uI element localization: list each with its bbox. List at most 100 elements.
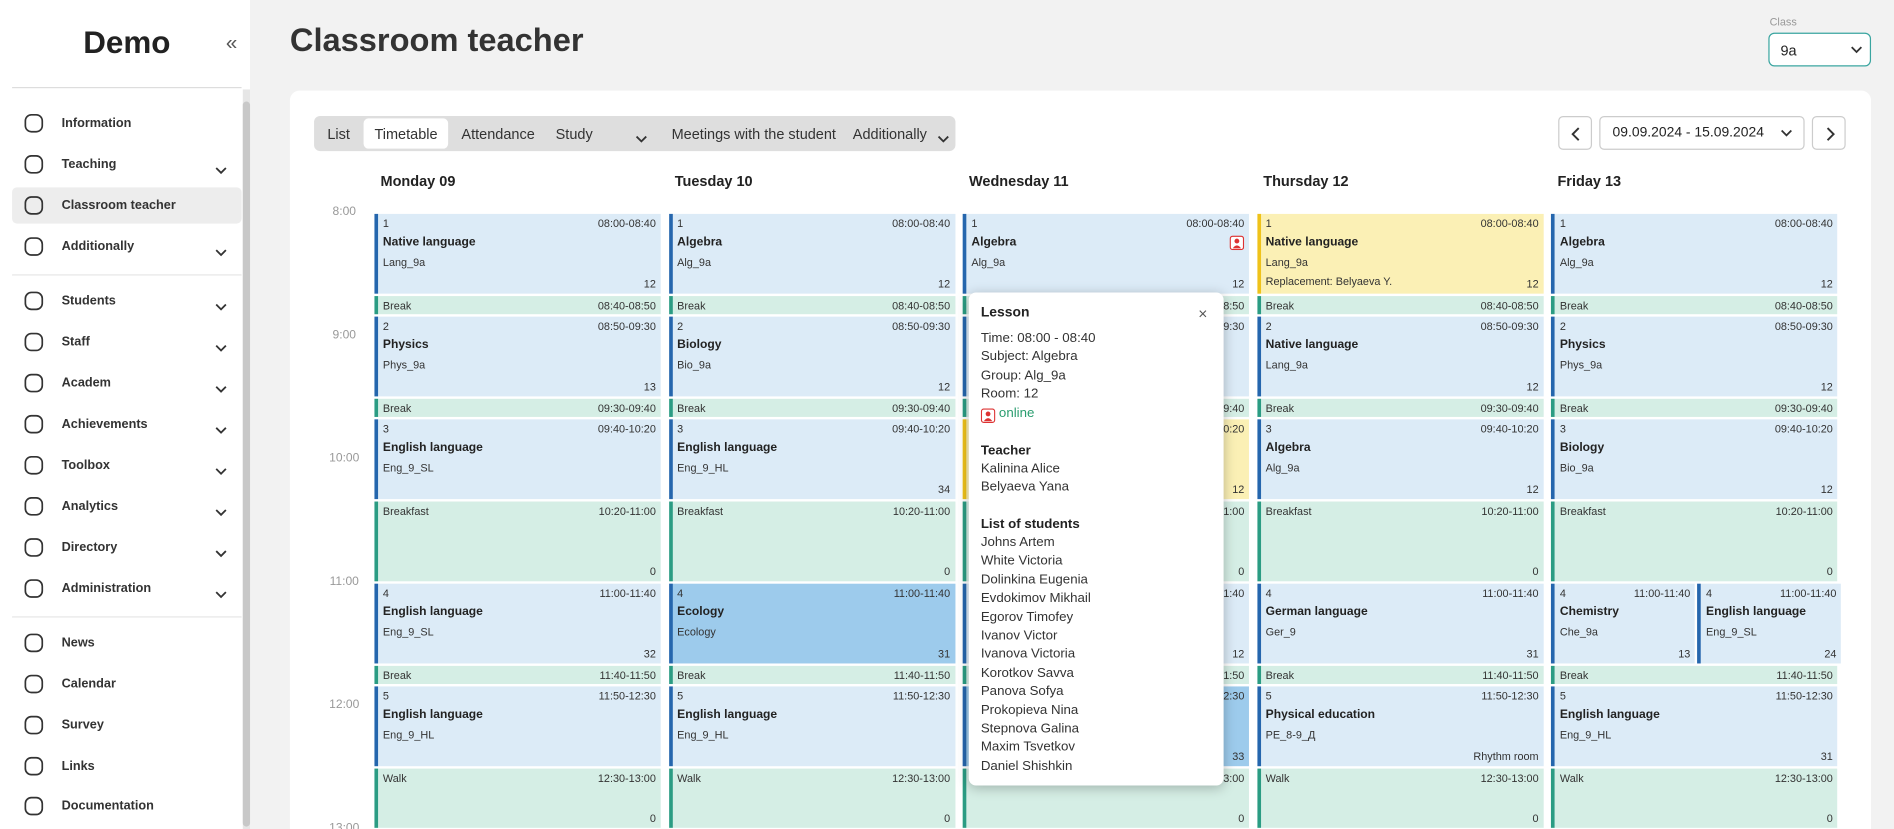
break-slot[interactable]: Break 08:40-08:50	[1257, 296, 1544, 315]
break-slot[interactable]: Break 11:40-11:50	[668, 665, 955, 685]
next-week[interactable]	[1811, 116, 1846, 150]
break-slot[interactable]: Breakfast 10:20-11:00 0	[1257, 501, 1544, 582]
tab-label: Timetable	[374, 125, 438, 143]
lesson-slot[interactable]: 4 11:00-11:40 Chemistry Che_9a 13	[1551, 583, 1696, 664]
lesson-slot[interactable]: 5 11:50-12:30 English language Eng_9_HL	[668, 686, 955, 767]
tab-bar: List Timetable Attendance Study Meetings wit…	[314, 116, 956, 152]
menu-item[interactable]: Students	[12, 283, 242, 319]
menu-item[interactable]: Toolbox	[12, 447, 242, 483]
menu-icon	[23, 755, 45, 777]
lesson-number: 5	[677, 690, 684, 703]
lesson-slot[interactable]: 2 08:50-09:30 Native language Lang_9a 12	[1257, 316, 1544, 397]
lesson-slot[interactable]: 3 09:40-10:20 Algebra Alg_9a 12	[1257, 419, 1544, 500]
chevron-icon	[215, 543, 227, 558]
lesson-slot[interactable]: 1 08:00-08:40 Native language Lang_9a Replac…	[1257, 213, 1544, 294]
menu-item[interactable]: Information	[12, 105, 242, 141]
sidebar	[0, 0, 251, 829]
lesson-slot[interactable]: 4 11:00-11:40 Ecology Ecology 31	[668, 583, 955, 664]
break-slot[interactable]: Breakfast 10:20-11:00 0	[1551, 501, 1838, 582]
break-slot[interactable]: Break 11:40-11:50	[374, 665, 661, 685]
slot-label: Breakfast	[1265, 505, 1312, 518]
menu-item[interactable]: News	[12, 625, 242, 661]
break-slot[interactable]: Breakfast 10:20-11:00 0	[668, 501, 955, 582]
room: 12	[643, 277, 656, 291]
slot-time: 10:20-11:00	[598, 505, 656, 518]
lesson-slot[interactable]: 5 11:50-12:30 English language Eng_9_HL 31	[1551, 686, 1838, 767]
lesson-slot[interactable]: 4 11:00-11:40 German language Ger_9 31	[1257, 583, 1544, 664]
menu-item[interactable]: Staff	[12, 324, 242, 360]
lesson-slot[interactable]: 3 09:40-10:20 English language Eng_9_SL	[374, 419, 661, 500]
slot-label: Walk	[1265, 772, 1290, 785]
slot-time: 09:40-10:20	[1480, 422, 1539, 436]
lesson-slot[interactable]: 4 11:00-11:40 English language Eng_9_SL 24	[1697, 583, 1842, 664]
menu-item[interactable]: Documentation	[12, 788, 242, 824]
prev-week[interactable]	[1558, 116, 1593, 150]
menu-item[interactable]: Administration	[12, 570, 242, 606]
date-range-select[interactable]: 09.09.2024 - 15.09.2024	[1599, 116, 1805, 150]
break-slot[interactable]: Break 08:40-08:50	[668, 296, 955, 315]
online-icon	[1229, 234, 1245, 251]
brand: Demo	[83, 24, 171, 61]
collapse-button[interactable]: «	[225, 31, 238, 55]
menu-item[interactable]: Classroom teacher	[12, 187, 242, 224]
room: 31	[938, 647, 951, 660]
break-slot[interactable]: Break 09:30-09:40	[1551, 398, 1838, 417]
lesson-slot[interactable]: 4 11:00-11:40 English language Eng_9_SL 32	[374, 583, 661, 664]
arrow-left	[1571, 127, 1580, 141]
popup-close[interactable]: ×	[1198, 304, 1208, 323]
break-slot[interactable]: Walk 12:30-13:00 0	[668, 768, 955, 828]
break-slot[interactable]: Break 11:40-11:50	[1551, 665, 1838, 685]
popup-text: Egorov Timofey	[980, 609, 1074, 625]
popup-text: Belyaeva Yana	[980, 480, 1069, 495]
menu-item[interactable]: Academ	[12, 365, 242, 401]
lesson-slot[interactable]: 5 11:50-12:30 Physical education PE_8-9_Д Rh…	[1257, 686, 1544, 767]
popup-title: Lesson	[980, 305, 1030, 321]
lesson-slot[interactable]: 1 08:00-08:40 Algebra Alg_9a 12	[962, 213, 1250, 294]
menu-label: News	[61, 635, 95, 651]
popup-text: Dolinkina Eugenia	[980, 572, 1088, 588]
room: 33	[1232, 750, 1245, 763]
break-slot[interactable]: Break 08:40-08:50	[374, 296, 661, 315]
lesson-slot[interactable]: 1 08:00-08:40 Native language Lang_9a 12	[374, 213, 661, 294]
lesson-slot[interactable]: 2 08:50-09:30 Biology Bio_9a 12	[668, 316, 955, 397]
menu-label: Survey	[61, 717, 104, 733]
slot-time: 08:40-08:50	[597, 299, 656, 312]
lesson-group: Bio_9a	[677, 358, 712, 372]
lesson-slot[interactable]: 1 08:00-08:40 Algebra Alg_9a 12	[668, 213, 955, 294]
break-slot[interactable]: Break 09:30-09:40	[1257, 398, 1544, 417]
break-slot[interactable]: Breakfast 10:20-11:00 0	[374, 501, 661, 582]
break-slot[interactable]: Break 08:40-08:50	[1551, 296, 1838, 315]
break-slot[interactable]: Break 11:40-11:50	[1257, 665, 1544, 685]
menu-item[interactable]: Directory	[12, 529, 242, 565]
slot-time: 11:50-12:30	[1775, 690, 1833, 703]
icon	[24, 113, 44, 133]
lesson-slot[interactable]: 3 09:40-10:20 Biology Bio_9a 12	[1551, 419, 1838, 500]
menu-item[interactable]: Achievements	[12, 406, 242, 442]
chevron	[215, 550, 227, 558]
lesson-number: 1	[382, 217, 389, 230]
popup-text: Room: 12	[980, 386, 1039, 402]
menu-label: Teaching	[61, 157, 117, 172]
menu-item[interactable]: Survey	[12, 707, 242, 743]
lesson-subject: German language	[1265, 605, 1368, 619]
menu-item[interactable]: Additionally	[12, 228, 242, 264]
lesson-slot[interactable]: 2 08:50-09:30 Physics Phys_9a 12	[1551, 316, 1838, 397]
lesson-slot[interactable]: 2 08:50-09:30 Physics Phys_9a 13	[374, 316, 661, 397]
menu-item[interactable]: Teaching	[12, 146, 242, 182]
lesson-slot[interactable]: 5 11:50-12:30 English language Eng_9_HL	[374, 686, 661, 767]
break-slot[interactable]: Walk 12:30-13:00 0	[374, 768, 661, 828]
menu-item[interactable]: Links	[12, 748, 242, 784]
slot-time: 09:40-10:20	[597, 422, 656, 436]
menu-item[interactable]: Analytics	[12, 488, 242, 524]
slot-time: 08:00-08:40	[892, 217, 951, 230]
lesson-slot[interactable]: 1 08:00-08:40 Algebra Alg_9a 12	[1551, 213, 1838, 294]
break-slot[interactable]: Break 09:30-09:40	[668, 398, 955, 417]
class-select[interactable]: 9a	[1768, 32, 1872, 67]
lesson-slot[interactable]: 3 09:40-10:20 English language Eng_9_HL 34	[668, 419, 955, 500]
break-slot[interactable]: Walk 12:30-13:00 0	[1257, 768, 1544, 828]
tab[interactable]: Timetable	[363, 118, 449, 149]
break-slot[interactable]: Walk 12:30-13:00 0	[1551, 768, 1838, 828]
break-slot[interactable]: Break 09:30-09:40	[374, 398, 661, 417]
menu-item[interactable]: Calendar	[12, 666, 242, 702]
